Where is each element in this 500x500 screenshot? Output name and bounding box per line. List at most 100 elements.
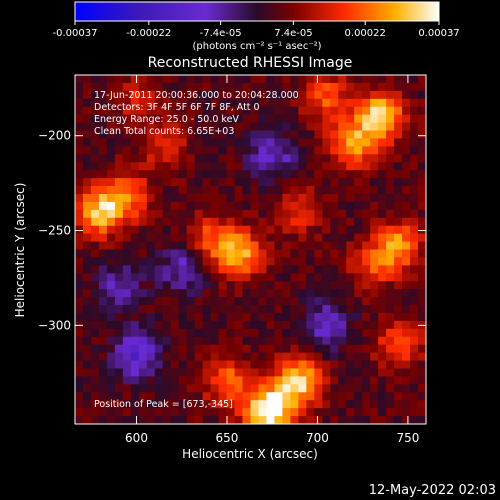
heatmap-cell: [346, 360, 355, 370]
heatmap-cell: [370, 352, 379, 362]
heatmap-cell: [338, 241, 347, 251]
heatmap-cell: [122, 201, 132, 211]
heatmap-cell: [162, 75, 172, 84]
heatmap-cell: [402, 384, 411, 393]
heatmap-cell: [162, 408, 172, 417]
heatmap-cell: [314, 376, 323, 385]
heatmap-cell: [306, 352, 315, 362]
heatmap-cell: [75, 217, 84, 227]
heatmap-cell: [82, 170, 92, 179]
heatmap-cell: [122, 344, 132, 354]
heatmap-cell: [250, 154, 260, 163]
heatmap-cell: [418, 162, 426, 171]
heatmap-cell: [354, 352, 363, 362]
heatmap-cell: [314, 241, 323, 251]
heatmap-cell: [346, 90, 355, 100]
heatmap-cell: [234, 162, 244, 171]
heatmap-cell: [378, 376, 387, 385]
heatmap-cell: [306, 178, 315, 187]
heatmap-cell: [154, 122, 164, 132]
heatmap-cell: [218, 328, 228, 338]
heatmap-cell: [258, 384, 268, 393]
heatmap-cell: [250, 392, 260, 401]
heatmap-cell: [378, 328, 387, 338]
heatmap-cell: [322, 368, 331, 378]
heatmap-cell: [226, 281, 236, 290]
heatmap-cell: [370, 320, 379, 330]
heatmap-cell: [394, 201, 403, 211]
heatmap-cell: [146, 320, 156, 330]
heatmap-cell: [322, 273, 331, 282]
heatmap-cell: [194, 392, 204, 401]
heatmap-cell: [130, 217, 140, 227]
heatmap-cell: [394, 384, 403, 393]
heatmap-cell: [210, 82, 220, 92]
heatmap-cell: [234, 138, 244, 147]
heatmap-cell: [170, 201, 180, 211]
heatmap-cell: [314, 344, 323, 354]
heatmap-cell: [194, 146, 204, 155]
heatmap-cell: [354, 344, 363, 354]
heatmap-cell: [154, 408, 164, 417]
heatmap-cell: [250, 233, 260, 243]
heatmap-cell: [226, 162, 236, 171]
heatmap-cell: [98, 201, 108, 211]
heatmap-cell: [402, 312, 411, 322]
heatmap-cell: [122, 320, 132, 330]
heatmap-cell: [354, 249, 363, 259]
heatmap-cell: [290, 90, 299, 100]
heatmap-cell: [418, 106, 426, 116]
heatmap-cell: [234, 312, 244, 322]
heatmap-cell: [122, 392, 132, 401]
heatmap-cell: [122, 297, 132, 306]
heatmap-cell: [154, 162, 164, 171]
heatmap-cell: [218, 201, 228, 211]
heatmap-cell: [370, 368, 379, 378]
heatmap-cell: [130, 297, 140, 306]
heatmap-cell: [162, 146, 172, 155]
heatmap-cell: [226, 392, 236, 401]
heatmap-cell: [202, 376, 212, 385]
heatmap-cell: [250, 281, 260, 290]
heatmap-cell: [386, 392, 395, 401]
heatmap-cell: [98, 376, 108, 385]
heatmap-cell: [90, 75, 100, 84]
heatmap-cell: [226, 320, 236, 330]
heatmap-cell: [282, 297, 291, 306]
heatmap-cell: [322, 281, 331, 290]
heatmap-cell: [354, 209, 363, 219]
heatmap-cell: [306, 114, 315, 124]
heatmap-cell: [130, 352, 140, 362]
heatmap-cell: [154, 114, 164, 124]
heatmap-cell: [194, 114, 204, 124]
heatmap-cell: [394, 178, 403, 187]
heatmap-cell: [394, 336, 403, 346]
heatmap-cell: [194, 384, 204, 393]
heatmap-cell: [370, 162, 379, 171]
heatmap-cell: [402, 336, 411, 346]
heatmap-cell: [314, 122, 323, 132]
heatmap-cell: [178, 178, 188, 187]
heatmap-cell: [138, 312, 148, 322]
heatmap-cell: [338, 305, 347, 314]
heatmap-cell: [362, 186, 371, 195]
heatmap-cell: [98, 146, 108, 155]
heatmap-cell: [210, 297, 220, 306]
heatmap-cell: [314, 106, 323, 116]
heatmap-cell: [330, 233, 339, 243]
heatmap-cell: [354, 106, 363, 116]
heatmap-cell: [226, 249, 236, 259]
heatmap-cell: [106, 178, 116, 187]
heatmap-cell: [274, 98, 284, 108]
heatmap-cell: [402, 162, 411, 171]
heatmap-cell: [250, 257, 260, 266]
heatmap-cell: [306, 408, 315, 417]
x-tick-label: 700: [306, 431, 329, 445]
heatmap-cell: [386, 297, 395, 306]
heatmap-cell: [218, 170, 228, 179]
heatmap-cell: [162, 273, 172, 282]
heatmap-cell: [266, 82, 276, 92]
heatmap-cell: [186, 122, 196, 132]
heatmap-cell: [338, 416, 347, 424]
heatmap-cell: [234, 170, 244, 179]
